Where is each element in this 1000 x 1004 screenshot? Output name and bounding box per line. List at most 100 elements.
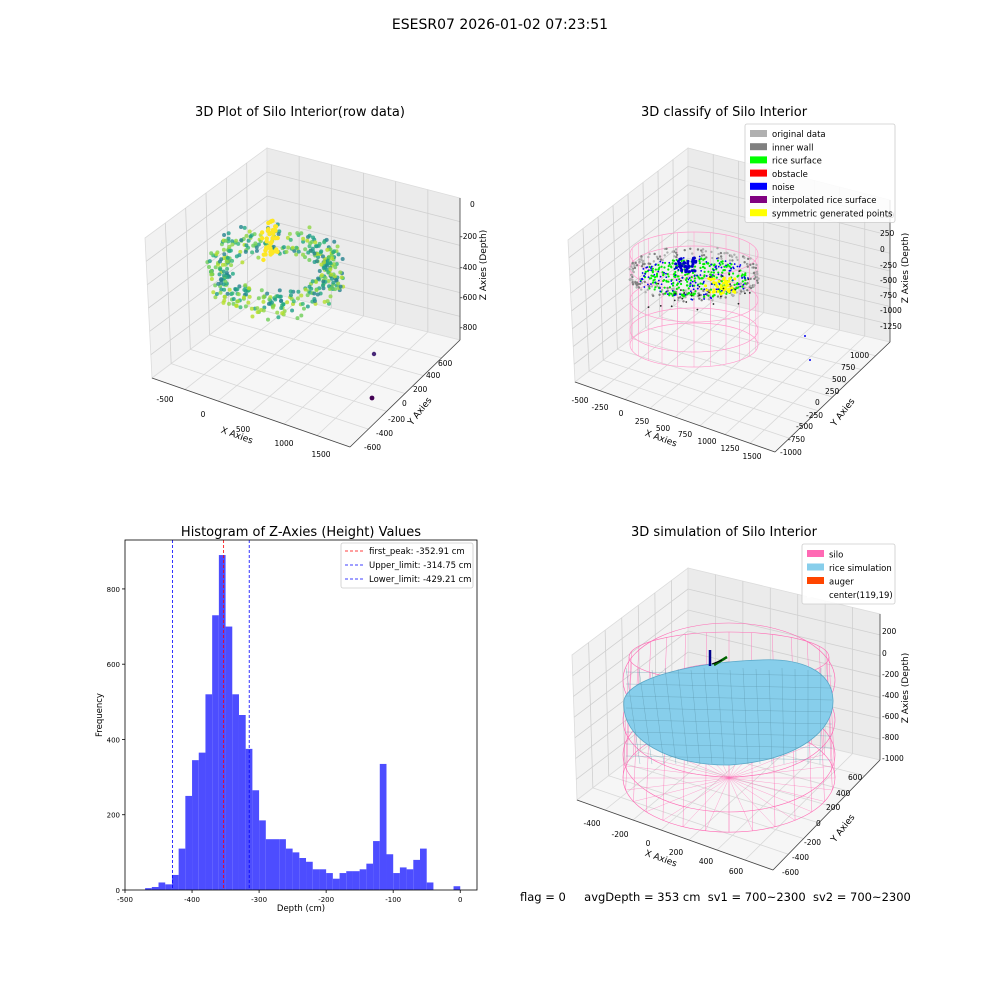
y-tick-label: 1000	[850, 351, 869, 360]
data-point	[703, 293, 705, 296]
data-point	[663, 254, 666, 257]
histogram-bar	[185, 795, 193, 890]
x-tick-label: 500	[236, 425, 251, 434]
z-tick-label: -600	[460, 293, 477, 302]
data-point	[727, 280, 731, 284]
data-point	[698, 255, 701, 258]
data-point	[223, 238, 228, 243]
raw-point-cloud	[205, 218, 377, 401]
x-tick-label: 400	[699, 857, 714, 866]
data-point	[653, 275, 657, 279]
z-tick-label: -500	[880, 276, 897, 285]
data-point	[676, 282, 679, 285]
x-tick-label: 1500	[742, 452, 761, 461]
data-point	[682, 289, 685, 292]
data-point	[674, 274, 677, 277]
data-point	[673, 294, 676, 297]
data-point	[248, 234, 253, 239]
data-point	[673, 299, 676, 302]
status-line: flag = 0 avgDepth = 353 cm sv1 = 700~230…	[520, 890, 911, 904]
y-tick-label: 0	[815, 398, 820, 407]
data-point	[653, 252, 656, 256]
y-tick-label: -750	[788, 435, 805, 444]
data-point	[314, 288, 319, 293]
data-point	[703, 270, 706, 273]
data-point	[296, 289, 301, 294]
data-point	[647, 269, 650, 272]
data-point	[207, 264, 212, 269]
data-point	[657, 282, 660, 285]
y-tick-label: 250	[825, 387, 840, 396]
data-point	[737, 274, 740, 277]
data-point	[649, 262, 652, 266]
data-point	[715, 288, 718, 291]
data-point	[650, 277, 653, 280]
data-point	[722, 269, 725, 272]
data-point	[682, 261, 686, 265]
data-point	[741, 280, 744, 283]
data-point	[668, 261, 671, 264]
data-point	[329, 272, 334, 277]
data-point	[686, 261, 690, 265]
data-point	[262, 305, 267, 310]
x-tick-label: -400	[583, 819, 600, 828]
data-point	[295, 231, 300, 236]
histogram-bars	[145, 555, 461, 890]
x-tick-label: -200	[318, 896, 334, 904]
data-point	[716, 285, 720, 289]
data-point	[265, 291, 270, 296]
data-point	[648, 252, 651, 256]
data-point	[326, 270, 331, 275]
gridline	[573, 257, 891, 347]
z-tick-label: -1000	[882, 754, 904, 763]
data-point	[281, 245, 286, 250]
data-point	[723, 252, 726, 255]
data-point	[229, 263, 234, 268]
data-point	[696, 308, 699, 311]
data-point	[684, 289, 687, 292]
data-point	[270, 305, 275, 310]
data-point	[680, 268, 684, 272]
silo-floor-spoke	[728, 754, 825, 779]
data-point	[240, 260, 245, 265]
data-point	[230, 242, 235, 247]
data-point	[633, 266, 637, 270]
data-point	[719, 251, 723, 255]
silo-floor-spoke	[625, 777, 730, 791]
data-point	[698, 261, 701, 265]
data-point	[268, 219, 273, 225]
data-point	[668, 286, 672, 289]
histogram-bar	[272, 839, 280, 890]
data-point	[670, 292, 673, 295]
data-point	[369, 395, 375, 401]
data-point	[739, 282, 743, 285]
data-point	[729, 269, 732, 272]
data-point	[700, 287, 703, 291]
data-point	[222, 252, 227, 257]
data-point	[320, 254, 325, 259]
data-point	[660, 265, 663, 268]
x-tick-label: 0	[458, 896, 462, 904]
data-point	[689, 279, 693, 282]
data-point	[702, 289, 705, 293]
z-axis-label: Z Axies (Depth)	[901, 233, 911, 304]
data-point	[222, 294, 227, 299]
data-point	[710, 250, 713, 254]
data-point	[676, 275, 679, 278]
data-point	[634, 261, 637, 265]
data-point	[650, 267, 652, 269]
data-point	[720, 295, 722, 298]
data-point	[651, 267, 654, 270]
data-point	[338, 284, 343, 289]
data-point	[749, 284, 752, 288]
data-point	[222, 232, 227, 237]
legend-swatch	[750, 143, 767, 151]
surface-mesh-line	[794, 668, 797, 765]
data-point	[666, 273, 669, 276]
y-tick-label: 600	[438, 359, 453, 368]
data-point	[719, 284, 723, 288]
data-point	[753, 277, 756, 280]
data-point	[246, 238, 251, 243]
data-point	[717, 252, 720, 256]
data-point	[675, 287, 678, 290]
